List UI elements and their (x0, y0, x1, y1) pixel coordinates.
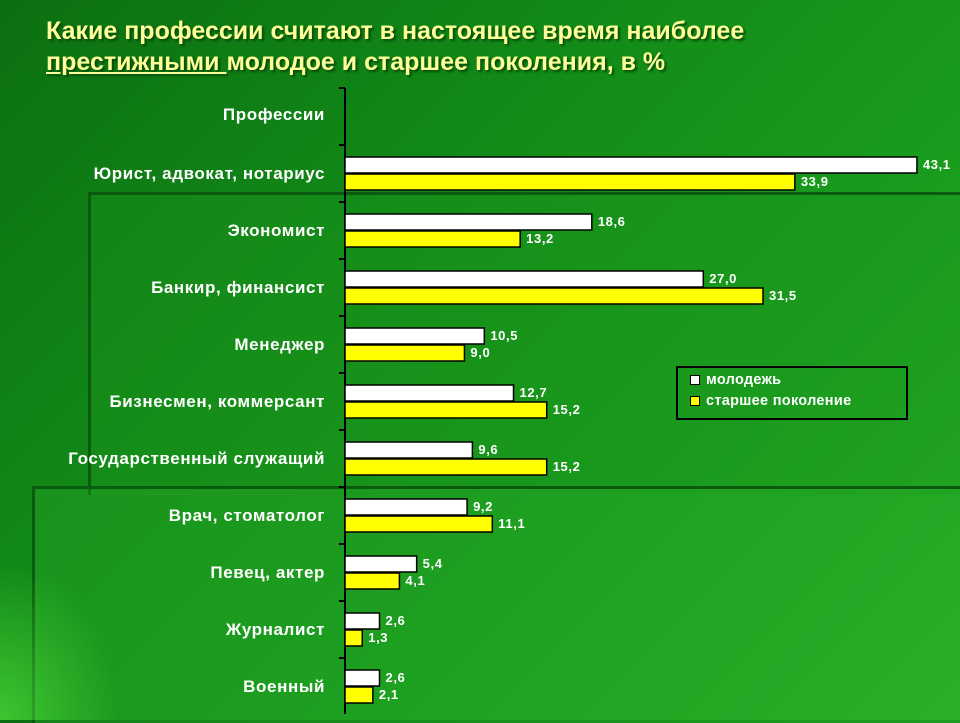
data-label: 2,6 (386, 670, 406, 685)
data-label: 43,1 (923, 157, 951, 172)
bar-older (344, 458, 548, 476)
bar-youth (344, 213, 593, 231)
legend-item-youth: молодежь (690, 372, 781, 388)
tick-label: Военный (243, 677, 325, 696)
data-label: 4,1 (405, 573, 425, 588)
tick-label: Банкир, финансист (151, 278, 325, 297)
bar-youth (344, 498, 468, 516)
bar-older (344, 572, 401, 590)
bar-older (344, 287, 764, 305)
slide-title: Какие профессии считают в настоящее врем… (46, 16, 926, 78)
tick-label: Певец, актер (210, 563, 325, 582)
bar-older (344, 344, 466, 362)
data-label: 10,5 (490, 328, 518, 343)
data-label: 5,4 (423, 556, 443, 571)
bar-youth (344, 441, 474, 459)
background-panel (88, 192, 960, 495)
tick-label: Врач, стоматолог (169, 506, 325, 525)
bar-youth (344, 327, 486, 345)
category-header: Профессии (223, 105, 325, 124)
tick-label: Менеджер (234, 335, 325, 354)
background-glow (0, 560, 120, 720)
bar-older (344, 515, 494, 533)
data-label: 33,9 (801, 174, 829, 189)
bar-older (344, 629, 364, 647)
legend-item-older: старшее поколение (690, 393, 851, 409)
bar-older (344, 686, 374, 704)
title-line-1: Какие профессии считают в настоящее врем… (46, 17, 745, 45)
legend-swatch-youth (690, 375, 700, 385)
bar-youth (344, 555, 418, 573)
data-label: 1,3 (368, 630, 388, 645)
data-label: 27,0 (709, 271, 737, 286)
data-label: 13,2 (526, 231, 554, 246)
tick-label: Журналист (225, 620, 325, 639)
title-line-2-rest: молодое и старшее поколения, в % (226, 48, 666, 76)
bar-youth (344, 156, 918, 174)
bar-youth (344, 384, 515, 402)
bar-youth (344, 270, 705, 288)
data-label: 9,6 (478, 442, 498, 457)
bar-youth (344, 612, 381, 630)
data-label: 2,1 (379, 687, 399, 702)
data-label: 15,2 (553, 459, 581, 474)
chart-legend: молодежь старшее поколение (676, 366, 908, 420)
title-underlined-word: престижными (46, 48, 227, 76)
tick-label: Юрист, адвокат, нотариус (94, 164, 325, 183)
tick-label: Государственный служащий (68, 449, 325, 468)
data-label: 12,7 (520, 385, 548, 400)
data-label: 2,6 (386, 613, 406, 628)
data-label: 9,0 (470, 345, 490, 360)
legend-label-older: старшее поколение (706, 393, 852, 409)
bar-older (344, 401, 548, 419)
data-label: 18,6 (598, 214, 626, 229)
bar-youth (344, 669, 381, 687)
data-label: 15,2 (553, 402, 581, 417)
tick-label: Экономист (228, 221, 325, 240)
bar-older (344, 230, 521, 248)
data-label: 9,2 (473, 499, 493, 514)
title-line-2: престижными молодое и старшее поколения,… (46, 47, 926, 78)
background-panel (32, 486, 960, 723)
legend-label-youth: молодежь (706, 372, 782, 388)
data-label: 11,1 (498, 516, 525, 531)
tick-label: Бизнесмен, коммерсант (109, 392, 325, 411)
bar-older (344, 173, 796, 191)
data-label: 31,5 (769, 288, 797, 303)
legend-swatch-older (690, 396, 700, 406)
